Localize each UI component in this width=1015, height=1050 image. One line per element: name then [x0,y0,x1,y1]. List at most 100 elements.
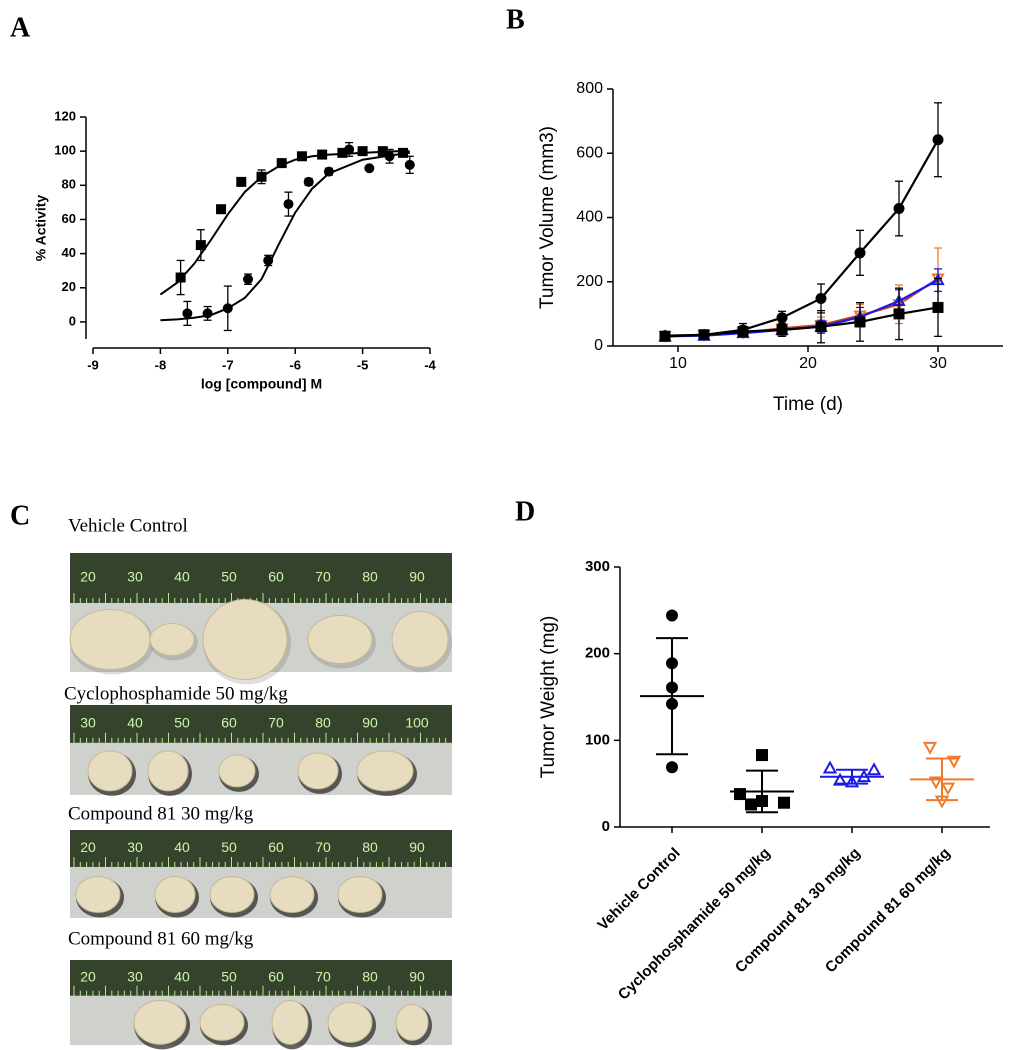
ruler-number: 90 [362,715,378,731]
fit-curve [159,150,410,296]
ruler-number: 50 [221,839,237,855]
y-tick-label: 0 [602,818,610,835]
marker [236,176,247,187]
x-tick-label: 20 [799,355,817,372]
tumor [356,750,414,792]
marker [815,292,827,304]
y-axis-label: Tumor Volume (mm3) [537,126,558,309]
x-tick-label: -7 [222,357,234,372]
tumor [395,1003,429,1041]
ruler-number: 50 [174,715,190,731]
tumor [391,610,449,668]
y-tick-label: 200 [576,273,603,290]
panel-label: D [515,496,535,527]
y-tick-label: 600 [576,144,603,161]
x-tick-label: -4 [424,357,436,372]
ruler-number: 20 [80,839,96,855]
ruler-number: 70 [315,569,331,585]
marker [776,312,788,324]
y-tick-label: 120 [54,108,76,123]
panel-label: C [10,500,30,531]
ruler-number: 30 [80,715,96,731]
marker [734,788,746,801]
photo: 30 40 50 60 70 80 90 100 [70,705,452,796]
marker [243,274,254,285]
fit-curve [160,151,410,322]
ruler-number: 40 [174,969,190,985]
tumor [133,999,187,1045]
marker [195,240,206,251]
marker [276,158,287,169]
marker [364,163,375,174]
ruler-number: 20 [80,969,96,985]
ruler [70,960,452,996]
marker [384,151,395,162]
photo: 20 30 40 50 60 70 80 90 [69,553,452,685]
marker [216,204,227,215]
tumor [154,875,196,913]
ruler-number: 60 [268,569,284,585]
ruler-number: 60 [268,839,284,855]
ruler-number: 100 [405,715,429,731]
marker [344,144,355,155]
ruler-number: 80 [362,569,378,585]
marker [659,330,671,342]
row-caption: Cyclophosphamide 50 mg/kg [64,683,288,704]
marker [296,151,307,162]
marker [737,324,749,336]
marker [844,774,860,788]
tumor [269,875,315,913]
marker [893,203,905,215]
marker [182,308,193,319]
ruler [70,553,452,603]
x-tick-label: -5 [357,357,369,372]
marker [666,761,678,774]
y-tick-label: 80 [62,177,76,192]
panel-label: B [506,4,525,35]
tumor [297,752,339,790]
marker [946,755,962,769]
y-tick-label: 400 [576,209,603,226]
marker [745,798,757,811]
marker [932,301,944,313]
y-tick-label: 40 [62,245,76,260]
tumor [337,875,383,913]
marker [928,776,944,790]
row-caption: Compound 81 60 mg/kg [68,928,254,949]
x-tick-label: 30 [929,355,947,372]
ruler-number: 80 [362,969,378,985]
marker [263,255,274,266]
ruler-number: 40 [174,569,190,585]
marker [815,321,827,333]
ruler-number: 30 [127,839,143,855]
tumor [75,875,121,913]
marker [940,782,956,796]
marker [756,749,768,762]
x-tick-label: -6 [289,357,301,372]
tumor [149,622,195,656]
y-axis-label: Tumor Weight (mg) [538,616,559,779]
ruler [70,705,452,743]
y-tick-label: 20 [62,279,76,294]
marker [256,171,267,182]
ruler-number: 90 [409,569,425,585]
photo: 20 30 40 50 60 70 80 90 [70,960,452,1050]
y-tick-label: 200 [585,645,610,662]
marker [222,303,233,314]
ruler-number: 50 [221,969,237,985]
row-caption: Vehicle Control [68,515,188,536]
y-tick-label: 100 [585,731,610,748]
photo: 20 30 40 50 60 70 80 90 [70,830,452,918]
marker [175,272,186,283]
tumor [69,608,151,670]
series-line [664,139,939,337]
marker [698,329,710,341]
marker [922,741,938,755]
x-axis-label: Time (d) [773,394,843,415]
marker [303,176,314,187]
tumor [87,750,133,792]
marker [317,149,328,160]
ruler-number: 30 [127,569,143,585]
x-tick-label: 10 [669,355,687,372]
marker [202,308,213,319]
